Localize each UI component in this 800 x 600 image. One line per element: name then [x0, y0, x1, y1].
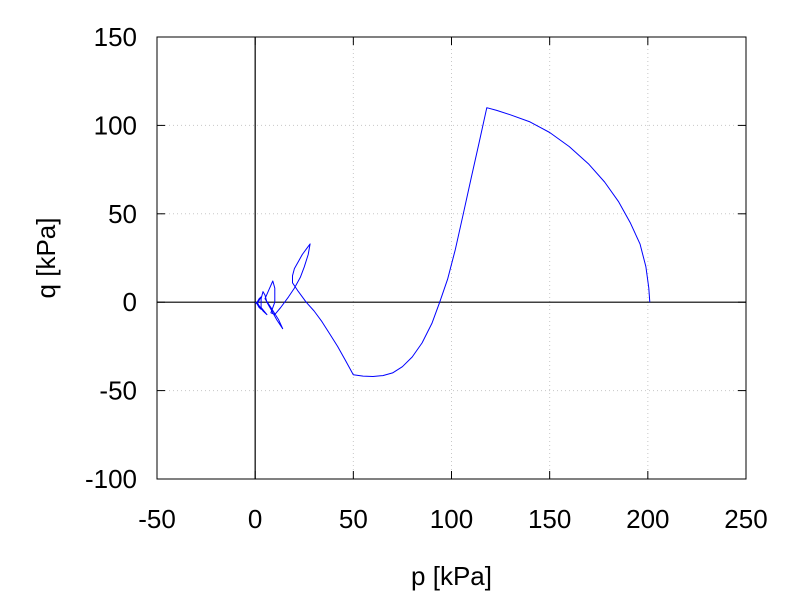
x-tick-label: 50: [339, 504, 368, 534]
zero-lines: [157, 37, 746, 479]
ticks: [156, 36, 747, 480]
y-axis-label: q [kPa]: [31, 218, 61, 299]
x-tick-label: 100: [430, 504, 473, 534]
x-tick-label: 200: [626, 504, 669, 534]
y-tick-label: 0: [123, 287, 137, 317]
x-axis-label: p [kPa]: [411, 561, 492, 591]
y-tick-label: 150: [94, 22, 137, 52]
y-tick-label: -100: [85, 464, 137, 494]
y-tick-label: 100: [94, 110, 137, 140]
x-tick-label: 150: [528, 504, 571, 534]
y-tick-label: 50: [108, 199, 137, 229]
grid-lines: [157, 37, 746, 479]
x-tick-label: -50: [138, 504, 176, 534]
x-tick-label: 0: [248, 504, 262, 534]
x-tick-label: 250: [724, 504, 767, 534]
series-layer: [254, 107, 651, 377]
series-line: [254, 107, 651, 377]
y-tick-label: -50: [99, 376, 137, 406]
